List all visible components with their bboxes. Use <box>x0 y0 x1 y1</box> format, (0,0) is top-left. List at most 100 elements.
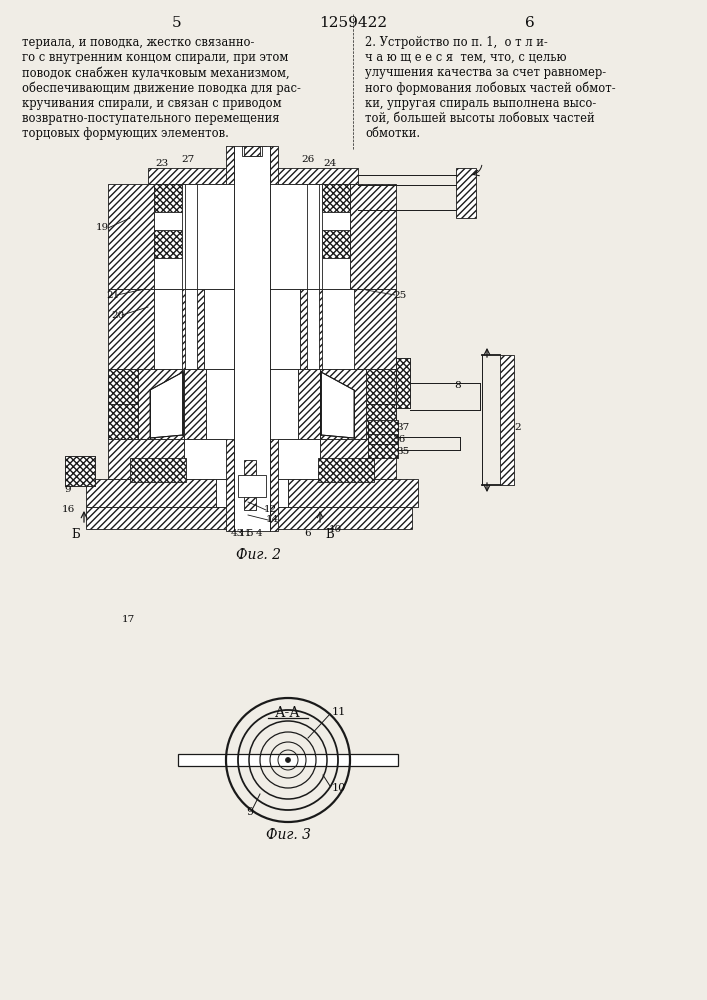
Text: обеспечивающим движение поводка для рас-: обеспечивающим движение поводка для рас- <box>22 82 301 95</box>
Text: териала, и поводка, жестко связанно-: териала, и поводка, жестко связанно- <box>22 36 255 49</box>
Bar <box>298 369 320 439</box>
Text: 10: 10 <box>332 783 346 793</box>
Bar <box>396 358 410 408</box>
Bar <box>108 289 154 369</box>
Text: 5: 5 <box>173 16 182 30</box>
Text: 2. Устройство по п. 1,  о т л и-: 2. Устройство по п. 1, о т л и- <box>365 36 548 49</box>
Circle shape <box>286 758 291 762</box>
Text: Фиг. 2: Фиг. 2 <box>235 548 281 562</box>
Bar <box>350 184 396 289</box>
Text: 19: 19 <box>95 224 109 232</box>
Bar <box>108 369 184 439</box>
Text: 2: 2 <box>515 424 521 432</box>
Text: А-А: А-А <box>275 706 301 720</box>
Bar <box>154 230 182 258</box>
Polygon shape <box>150 372 183 438</box>
Bar <box>242 146 266 156</box>
Bar <box>154 289 354 369</box>
Text: возвратно-поступательного перемещения: возвратно-поступательного перемещения <box>22 112 279 125</box>
Bar <box>396 358 410 408</box>
Bar <box>226 146 234 531</box>
Text: 23: 23 <box>156 158 169 167</box>
Text: обмотки.: обмотки. <box>365 127 420 140</box>
Text: 37: 37 <box>397 422 409 432</box>
Bar <box>244 460 256 510</box>
Bar <box>148 168 358 184</box>
Text: 8: 8 <box>455 380 461 389</box>
Bar <box>216 479 288 507</box>
Text: Б: Б <box>326 528 334 541</box>
Text: 6: 6 <box>305 530 311 538</box>
Bar <box>396 358 410 408</box>
Bar <box>242 146 262 156</box>
Text: 20: 20 <box>112 310 124 320</box>
Bar <box>322 184 350 212</box>
Bar <box>185 289 197 369</box>
Bar <box>86 479 216 507</box>
Text: 11: 11 <box>238 530 252 538</box>
Text: 25: 25 <box>393 290 407 300</box>
Text: ного формования лобовых частей обмот-: ного формования лобовых частей обмот- <box>365 82 616 95</box>
Bar <box>204 289 300 369</box>
Bar <box>456 168 476 218</box>
Bar <box>206 369 298 439</box>
Text: 9: 9 <box>247 807 254 817</box>
Bar <box>366 404 396 439</box>
Bar <box>184 439 320 479</box>
Bar <box>86 507 412 529</box>
Text: 35: 35 <box>397 448 409 456</box>
Bar <box>350 289 396 369</box>
Text: 11: 11 <box>332 707 346 717</box>
Text: го с внутренним концом спирали, при этом: го с внутренним концом спирали, при этом <box>22 51 288 64</box>
Text: 43: 43 <box>230 530 244 538</box>
Text: улучшения качества за счет равномер-: улучшения качества за счет равномер- <box>365 66 606 79</box>
Text: 12: 12 <box>264 506 276 514</box>
Text: 9: 9 <box>64 486 71 494</box>
Bar <box>234 146 270 531</box>
Text: 17: 17 <box>122 615 134 624</box>
Bar <box>366 369 396 404</box>
Text: кручивания спирали, и связан с приводом: кручивания спирали, и связан с приводом <box>22 97 281 110</box>
Polygon shape <box>321 372 354 438</box>
Bar <box>154 184 182 212</box>
Bar <box>320 439 396 479</box>
Bar <box>368 420 398 434</box>
Bar <box>65 456 95 486</box>
Text: Б: Б <box>71 528 81 541</box>
Text: 16: 16 <box>62 506 75 514</box>
Text: 21: 21 <box>106 290 119 300</box>
Text: Фиг. 3: Фиг. 3 <box>266 828 310 842</box>
Bar <box>246 152 262 170</box>
Text: 26: 26 <box>301 155 315 164</box>
Text: 5: 5 <box>246 530 252 538</box>
Bar <box>108 369 138 404</box>
Bar <box>184 369 206 439</box>
Bar <box>322 230 350 258</box>
Bar <box>320 369 396 439</box>
Text: 36: 36 <box>392 436 406 444</box>
Text: 6: 6 <box>525 16 535 30</box>
Text: 27: 27 <box>182 155 194 164</box>
Bar <box>300 289 322 369</box>
Text: торцовых формующих элементов.: торцовых формующих элементов. <box>22 127 229 140</box>
Bar <box>108 404 138 439</box>
Text: 1259422: 1259422 <box>319 16 387 30</box>
Bar <box>318 458 374 482</box>
Bar <box>182 184 322 289</box>
Bar <box>108 439 184 479</box>
Bar <box>244 146 260 156</box>
Bar <box>108 184 154 289</box>
Text: 10: 10 <box>328 526 341 534</box>
Bar <box>368 430 398 444</box>
Bar <box>182 289 204 369</box>
Text: 24: 24 <box>323 158 337 167</box>
Bar <box>238 475 266 497</box>
Bar <box>65 456 95 486</box>
Bar <box>500 355 514 485</box>
Bar <box>185 184 197 289</box>
Bar <box>154 184 350 289</box>
Bar <box>130 458 186 482</box>
Bar <box>288 479 418 507</box>
Bar <box>67 458 93 484</box>
Text: той, большей высоты лобовых частей: той, большей высоты лобовых частей <box>365 112 595 125</box>
